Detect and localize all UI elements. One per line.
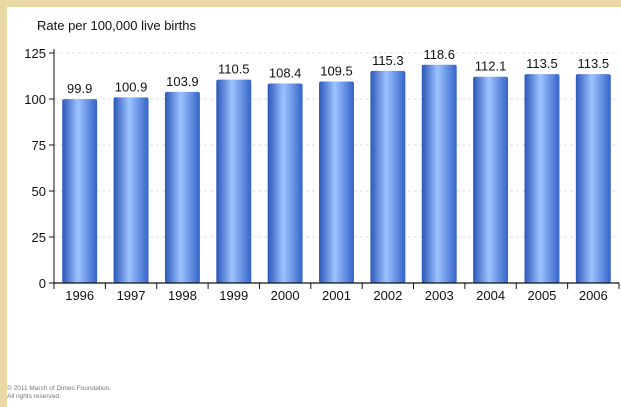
data-label: 110.5 (218, 62, 250, 77)
y-tick-label: 50 (32, 184, 46, 199)
x-tick-label: 2000 (271, 288, 300, 303)
bar (473, 76, 509, 284)
bar (267, 83, 303, 283)
x-tick-label: 2004 (476, 288, 505, 303)
x-tick-label: 2005 (527, 288, 556, 303)
data-label: 100.9 (115, 79, 148, 94)
bar (370, 70, 406, 284)
data-label: 113.5 (526, 56, 558, 71)
x-tick-label: 2003 (425, 288, 454, 303)
y-axis-label: Rate per 100,000 live births (37, 18, 196, 33)
y-tick-label: 75 (32, 138, 46, 153)
bar-chart: 0 25 50 75 100 125 99.9 100.9 103.9 110.5 108.4 10… (24, 46, 620, 303)
x-tick-label: 2006 (579, 288, 608, 303)
x-tick-label: 1998 (168, 288, 197, 303)
chart-frame: Rate per 100,000 live births 0 25 50 75 100 1… (7, 7, 621, 407)
y-axis: 0 25 50 75 100 125 (24, 46, 55, 291)
x-axis: 1996 1997 1998 1999 2000 2001 2002 2003 2004 2005… (53, 282, 620, 303)
x-tick-label: 1997 (117, 288, 146, 303)
data-label: 112.1 (475, 59, 507, 74)
bar (575, 74, 611, 283)
bar (319, 81, 354, 284)
bar (62, 99, 98, 284)
bar (164, 91, 200, 283)
x-tick-label: 2001 (322, 288, 351, 303)
bar (113, 97, 149, 284)
bar (524, 74, 560, 283)
bar (216, 79, 252, 284)
y-tick-label: 25 (32, 230, 46, 245)
data-label: 118.6 (423, 47, 455, 62)
y-tick-label: 100 (24, 92, 46, 107)
data-label: 115.3 (372, 53, 404, 68)
footer-rights: All rights reserved. (7, 393, 61, 400)
data-label: 108.4 (269, 66, 302, 81)
bars: 99.9 100.9 103.9 110.5 108.4 109.5 115.3 118.6 1… (62, 47, 611, 284)
x-tick-label: 2002 (373, 288, 402, 303)
bar (421, 64, 457, 283)
footer-copyright: © 2011 March of Dimes Foundation. (7, 385, 112, 392)
data-label: 99.9 (67, 81, 92, 96)
y-tick-label: 125 (24, 46, 46, 61)
x-tick-label: 1996 (65, 288, 94, 303)
data-label: 109.5 (320, 64, 353, 79)
x-tick-label: 1999 (219, 288, 248, 303)
data-label: 113.5 (578, 56, 610, 71)
footer: © 2011 March of Dimes Foundation. All ri… (7, 385, 111, 401)
y-tick-label: 0 (39, 276, 46, 291)
data-label: 103.9 (166, 74, 199, 89)
